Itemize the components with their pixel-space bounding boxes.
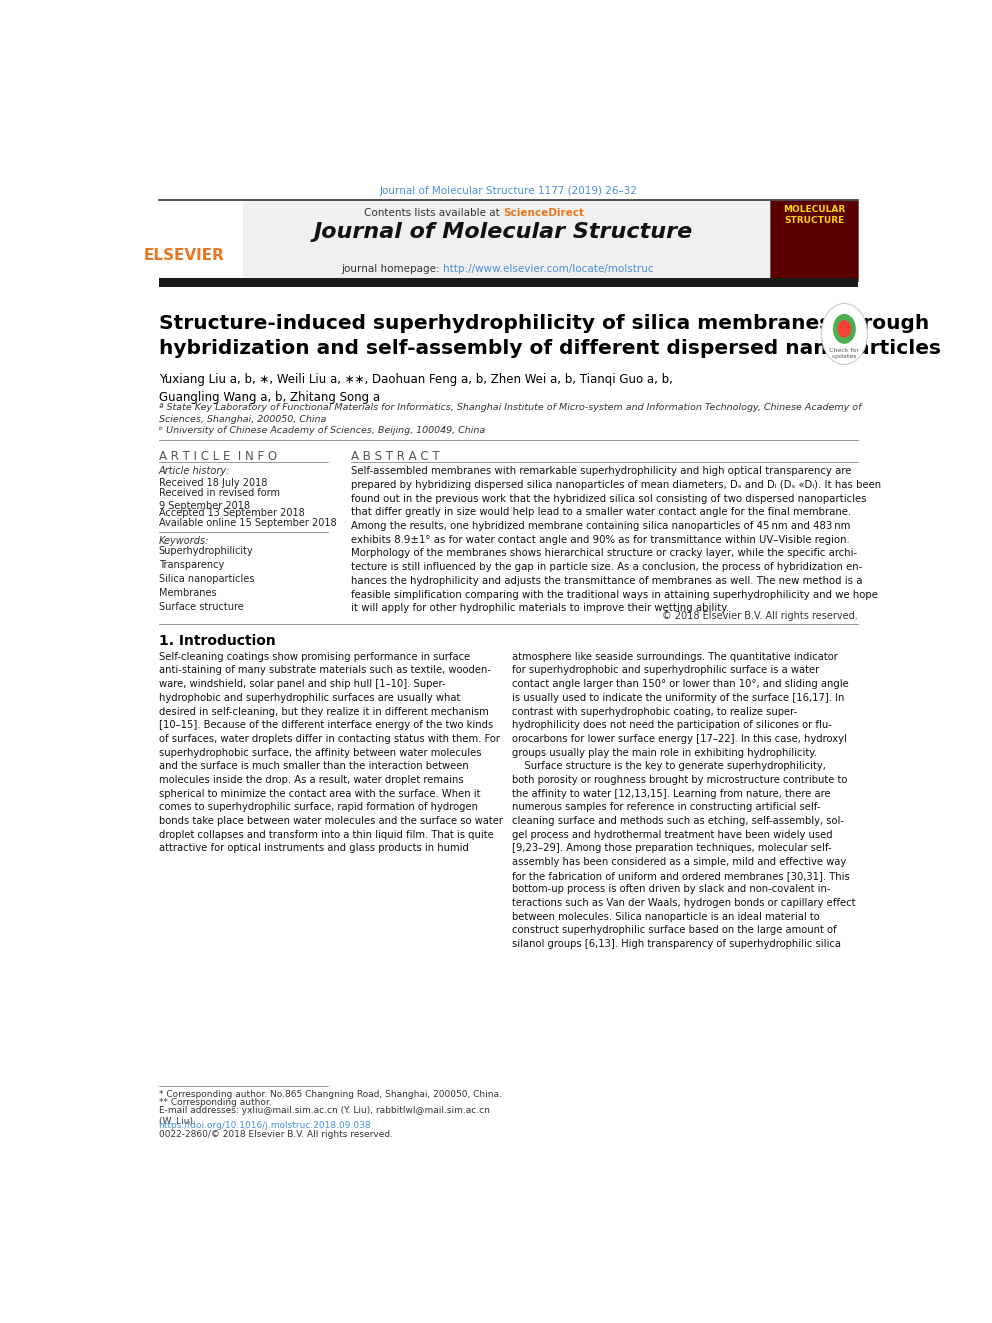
Text: Article history:: Article history:	[159, 467, 230, 476]
Text: Contents lists available at: Contents lists available at	[364, 208, 503, 218]
Text: ELSEVIER: ELSEVIER	[144, 249, 224, 263]
Text: journal homepage:: journal homepage:	[341, 263, 443, 274]
FancyBboxPatch shape	[770, 200, 858, 280]
Circle shape	[821, 303, 867, 365]
FancyBboxPatch shape	[243, 200, 770, 280]
Text: ᵇ University of Chinese Academy of Sciences, Beijing, 100049, China: ᵇ University of Chinese Academy of Scien…	[159, 426, 485, 435]
Text: ScienceDirect: ScienceDirect	[503, 208, 584, 218]
Text: 0022-2860/© 2018 Elsevier B.V. All rights reserved.: 0022-2860/© 2018 Elsevier B.V. All right…	[159, 1130, 393, 1139]
Text: Accepted 13 September 2018: Accepted 13 September 2018	[159, 508, 305, 519]
Text: https://doi.org/10.1016/j.molstruc.2018.09.038: https://doi.org/10.1016/j.molstruc.2018.…	[159, 1122, 371, 1130]
Text: ª State Key Laboratory of Functional Materials for Informatics, Shanghai Institu: ª State Key Laboratory of Functional Mat…	[159, 404, 861, 425]
Text: E-mail addresses: yxliu@mail.sim.ac.cn (Y. Liu), rabbitlwl@mail.sim.ac.cn
(W. Li: E-mail addresses: yxliu@mail.sim.ac.cn (…	[159, 1106, 489, 1126]
Text: Superhydrophilicity
Transparency
Silica nanoparticles
Membranes
Surface structur: Superhydrophilicity Transparency Silica …	[159, 546, 254, 611]
Circle shape	[833, 315, 855, 343]
Text: Received in revised form
9 September 2018: Received in revised form 9 September 201…	[159, 488, 280, 511]
Text: Structure-induced superhydrophilicity of silica membranes through
hybridization : Structure-induced superhydrophilicity of…	[159, 314, 940, 357]
Text: © 2018 Elsevier B.V. All rights reserved.: © 2018 Elsevier B.V. All rights reserved…	[663, 611, 858, 620]
Text: 1. Introduction: 1. Introduction	[159, 635, 276, 648]
Text: A B S T R A C T: A B S T R A C T	[351, 450, 439, 463]
Text: Self-cleaning coatings show promising performance in surface
anti-staining of ma: Self-cleaning coatings show promising pe…	[159, 652, 503, 853]
Text: Journal of Molecular Structure 1177 (2019) 26–32: Journal of Molecular Structure 1177 (201…	[379, 187, 638, 196]
Text: Self-assembled membranes with remarkable superhydrophilicity and high optical tr: Self-assembled membranes with remarkable…	[351, 467, 881, 613]
Text: Keywords:: Keywords:	[159, 536, 209, 545]
Text: * Corresponding author. No.865 Changning Road, Shanghai, 200050, China.: * Corresponding author. No.865 Changning…	[159, 1090, 502, 1099]
Text: http://www.elsevier.com/locate/molstruc: http://www.elsevier.com/locate/molstruc	[443, 263, 654, 274]
Text: Journal of Molecular Structure: Journal of Molecular Structure	[313, 222, 692, 242]
Text: Available online 15 September 2018: Available online 15 September 2018	[159, 519, 336, 528]
Text: Yuxiang Liu a, b, ∗, Weili Liu a, ∗∗, Daohuan Feng a, b, Zhen Wei a, b, Tianqi G: Yuxiang Liu a, b, ∗, Weili Liu a, ∗∗, Da…	[159, 373, 673, 404]
FancyBboxPatch shape	[159, 278, 858, 287]
Text: Check for
updates: Check for updates	[829, 348, 859, 359]
Text: MOLECULAR
STRUCTURE: MOLECULAR STRUCTURE	[784, 205, 845, 225]
Text: ** Corresponding author.: ** Corresponding author.	[159, 1098, 271, 1107]
Text: Received 18 July 2018: Received 18 July 2018	[159, 478, 267, 488]
Text: A R T I C L E  I N F O: A R T I C L E I N F O	[159, 450, 277, 463]
Text: atmosphere like seaside surroundings. The quantitative indicator
for superhydrop: atmosphere like seaside surroundings. Th…	[512, 652, 856, 949]
Circle shape	[838, 320, 850, 337]
